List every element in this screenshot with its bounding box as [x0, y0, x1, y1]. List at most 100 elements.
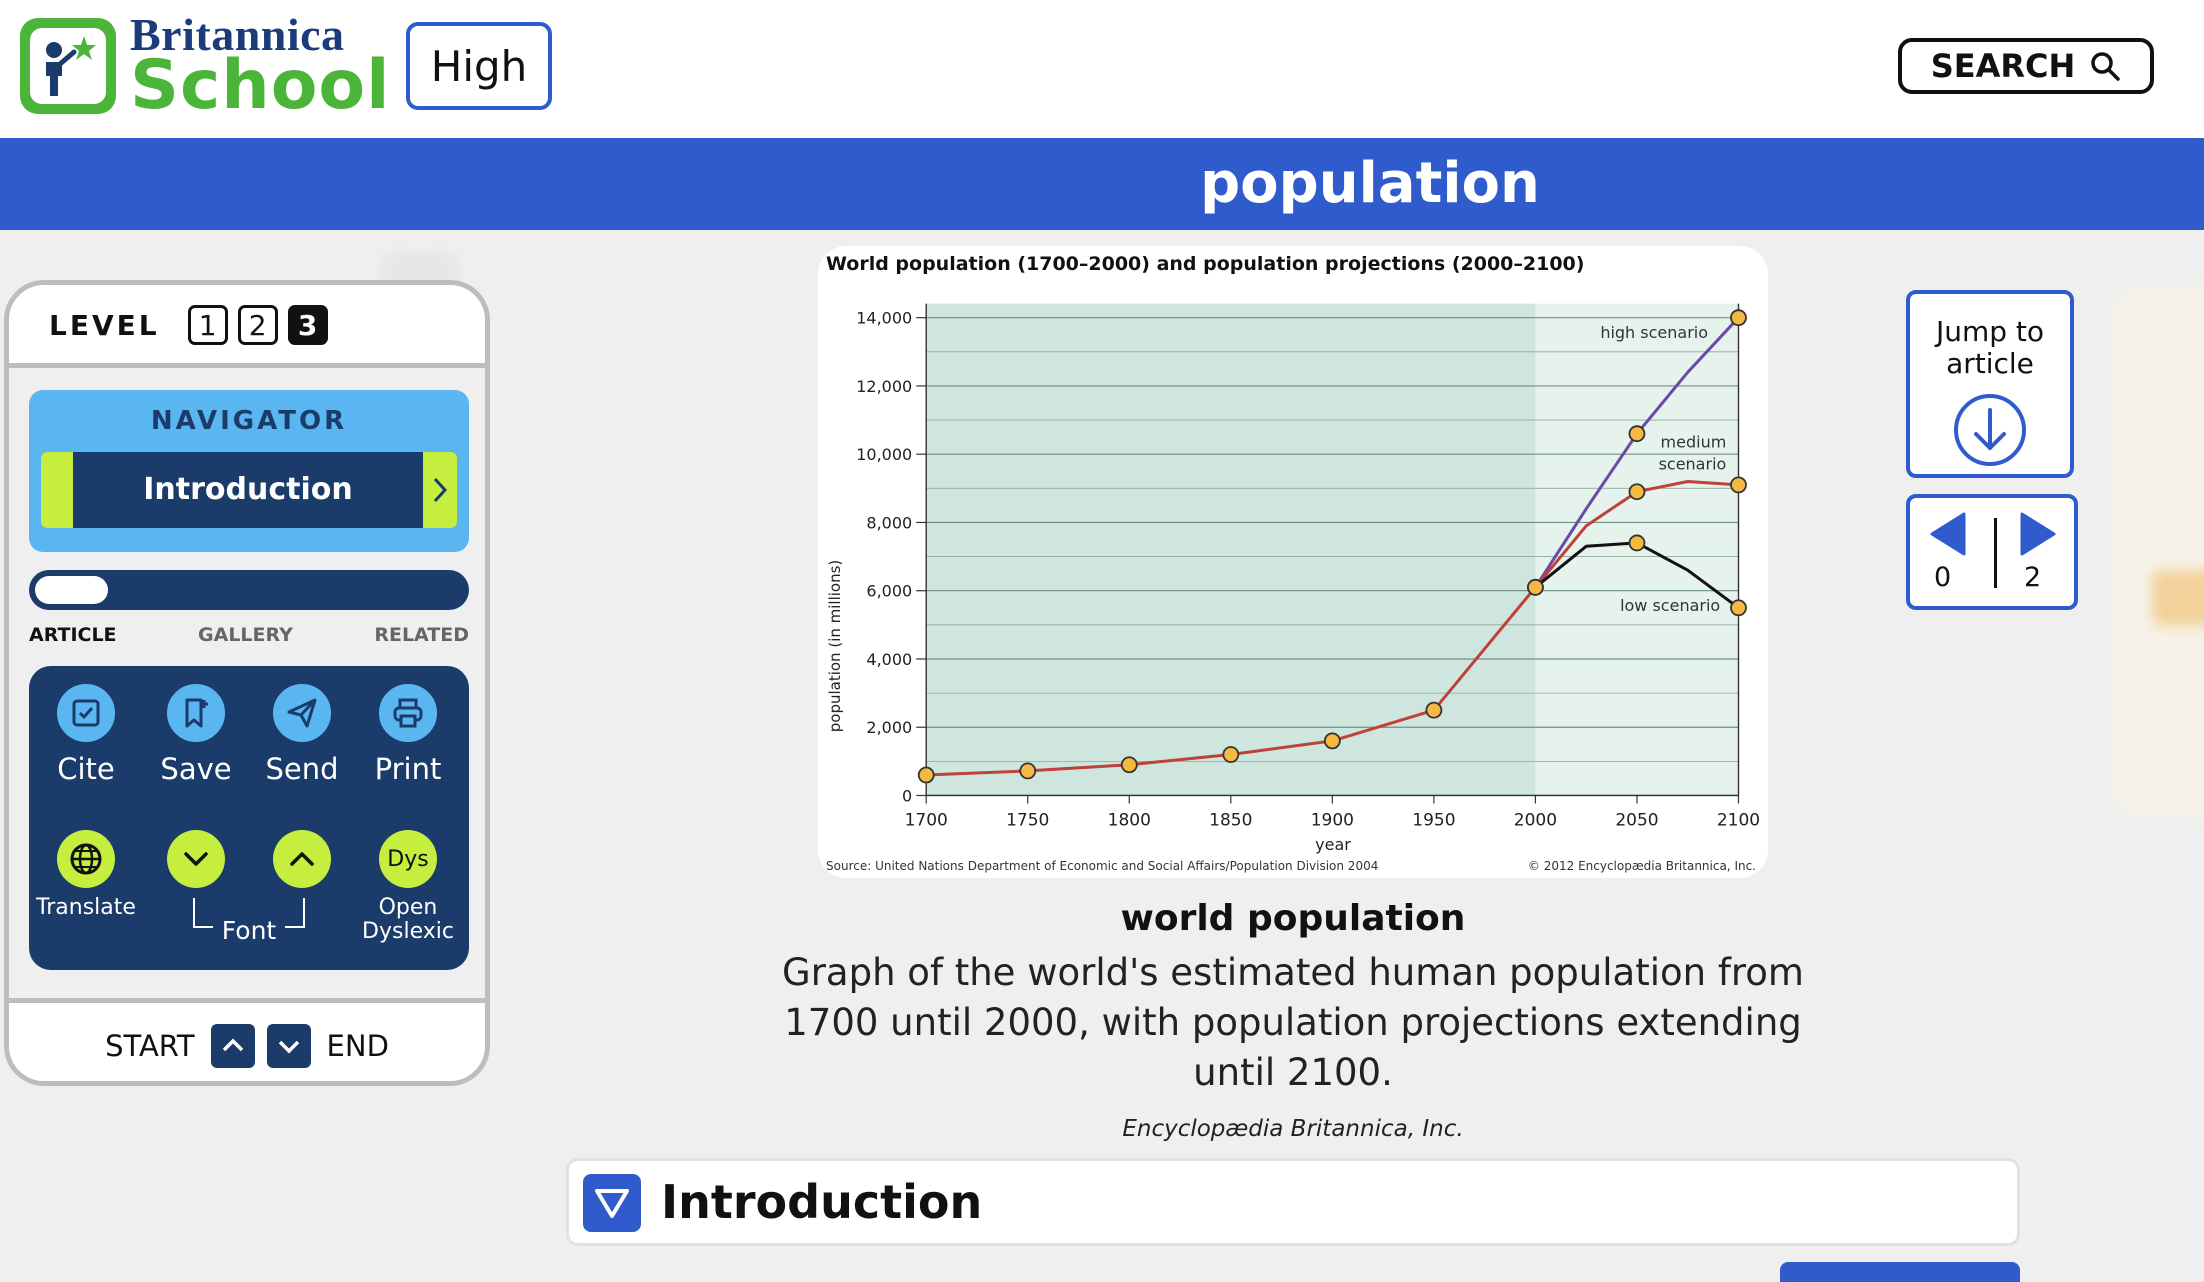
globe-icon	[57, 830, 115, 888]
level-label: LEVEL	[49, 308, 160, 342]
chart-y-tick-label: 10,000	[856, 445, 912, 464]
jump-label-line1: Jump to	[1935, 315, 2045, 348]
translate-button[interactable]: Translate	[31, 830, 141, 920]
chart-data-point	[1628, 483, 1646, 501]
reading-level-badge[interactable]: High	[406, 22, 552, 110]
cite-label: Cite	[57, 752, 115, 786]
panel-body: NAVIGATOR Introduction ARTICLE GALLERY R…	[9, 363, 485, 1003]
open-dyslexic-button[interactable]: Dys Open Dyslexic	[353, 830, 463, 944]
chart-series-label: low scenario	[1620, 596, 1720, 615]
chart-data-point	[1628, 425, 1646, 443]
gallery-nav-divider	[1994, 518, 1997, 588]
chart-y-tick-label: 6,000	[866, 582, 912, 601]
chart-series-label: scenario	[1659, 454, 1727, 473]
chart-data-point	[917, 766, 935, 784]
tab-related[interactable]: RELATED	[374, 624, 469, 646]
send-icon	[273, 684, 331, 742]
start-label: START	[105, 1029, 195, 1063]
dyslexic-icon-text: Dys	[387, 846, 429, 872]
chart-x-tick-label: 2000	[1514, 810, 1557, 830]
search-icon	[2091, 52, 2121, 81]
chart-y-tick-label: 2,000	[866, 718, 912, 737]
next-image-button[interactable]	[2018, 512, 2058, 556]
chart-x-tick-label: 1900	[1311, 810, 1354, 830]
search-label: SEARCH	[1930, 47, 2076, 85]
bookmark-icon	[167, 684, 225, 742]
chart-x-tick-label: 2100	[1717, 810, 1760, 830]
print-button[interactable]: Print	[353, 684, 463, 786]
cite-icon	[57, 684, 115, 742]
level-selector: LEVEL 1 2 3	[49, 303, 328, 347]
page-title: population	[1200, 151, 1540, 216]
save-label: Save	[160, 752, 232, 786]
jump-to-article-button[interactable]: Jump to article	[1906, 290, 2074, 478]
chart-source: Source: United Nations Department of Eco…	[826, 859, 1378, 873]
title-bar: population	[0, 138, 2204, 230]
tab-article[interactable]: ARTICLE	[29, 624, 117, 646]
font-decrease-button[interactable]	[141, 830, 251, 888]
site-header: Britannica School High SEARCH	[0, 0, 2204, 138]
chart-data-point	[1425, 701, 1443, 719]
section-title: Introduction	[661, 1175, 983, 1229]
chart-data-point	[1019, 762, 1037, 780]
article-tools-panel: LEVEL 1 2 3 NAVIGATOR Introduction ARTIC…	[4, 280, 490, 1086]
search-button[interactable]: SEARCH	[1898, 38, 2154, 94]
chart-y-tick-label: 12,000	[856, 377, 912, 396]
chart-data-point	[1120, 756, 1138, 774]
save-button[interactable]: Save	[141, 684, 251, 786]
chart-xlabel: year	[1315, 835, 1351, 854]
bottom-button-edge[interactable]	[1780, 1262, 2020, 1282]
decorative-blur-card	[2112, 286, 2204, 816]
caption-title: world population	[1120, 898, 1466, 939]
send-label: Send	[265, 752, 339, 786]
level-2-button[interactable]: 2	[237, 305, 278, 345]
chart-y-tick-label: 0	[902, 786, 912, 805]
print-label: Print	[374, 752, 442, 786]
navigator-next-button[interactable]	[423, 452, 457, 528]
triangle-down-icon	[595, 1189, 629, 1218]
navigator-current-label: Introduction	[143, 472, 353, 507]
jump-label: Jump to article	[1910, 316, 2070, 380]
print-icon	[379, 684, 437, 742]
next-image-count: 2	[2024, 562, 2042, 593]
dyslexic-label: Open Dyslexic	[353, 896, 463, 944]
chart-x-tick-label: 1800	[1108, 810, 1151, 830]
content-tabs: ARTICLE GALLERY RELATED	[29, 624, 469, 646]
chart-x-tick-label: 1850	[1209, 810, 1252, 830]
reading-progress-fill	[35, 576, 108, 604]
prev-image-button[interactable]	[1928, 512, 1968, 556]
dyslexic-label-line1: Open	[378, 895, 438, 920]
go-to-start-button[interactable]	[210, 1024, 255, 1068]
chart-ylabel: population (in millions)	[826, 560, 844, 733]
logo-icon[interactable]	[20, 18, 116, 114]
chart-data-point	[1730, 309, 1747, 327]
chart-data-point	[1628, 534, 1646, 552]
section-collapse-button[interactable]	[583, 1174, 641, 1232]
chart-x-tick-label: 1700	[905, 810, 948, 830]
gallery-navigation: 0 2	[1906, 494, 2078, 610]
chart-data-point	[1323, 732, 1341, 750]
navigator: NAVIGATOR Introduction	[29, 390, 469, 552]
font-increase-button[interactable]	[247, 830, 357, 888]
chart-series-label: medium	[1661, 432, 1727, 451]
logo-wordmark-britannica[interactable]: Britannica	[130, 9, 345, 60]
dyslexic-label-line2: Dyslexic	[362, 919, 454, 944]
translate-label: Translate	[36, 895, 136, 920]
tab-gallery[interactable]: GALLERY	[198, 624, 293, 646]
go-to-end-button[interactable]	[266, 1024, 311, 1068]
chevron-right-icon	[433, 477, 448, 503]
level-3-button[interactable]: 3	[287, 305, 328, 345]
chevron-up-icon	[222, 1038, 243, 1052]
navigator-label: NAVIGATOR	[150, 406, 348, 436]
logo-wordmark-school[interactable]: School	[130, 46, 391, 125]
cite-button[interactable]: Cite	[31, 684, 141, 786]
section-header-introduction[interactable]: Introduction	[566, 1158, 2020, 1246]
dyslexic-font-icon: Dys	[379, 830, 437, 888]
chart-image[interactable]: World population (1700–2000) and populat…	[818, 246, 1768, 878]
reading-progress-bar[interactable]	[29, 570, 469, 610]
chart-data-point	[1730, 599, 1747, 617]
navigator-current-section[interactable]: Introduction	[41, 452, 457, 528]
navigator-accent	[41, 452, 73, 528]
send-button[interactable]: Send	[247, 684, 357, 786]
level-1-button[interactable]: 1	[187, 305, 228, 345]
